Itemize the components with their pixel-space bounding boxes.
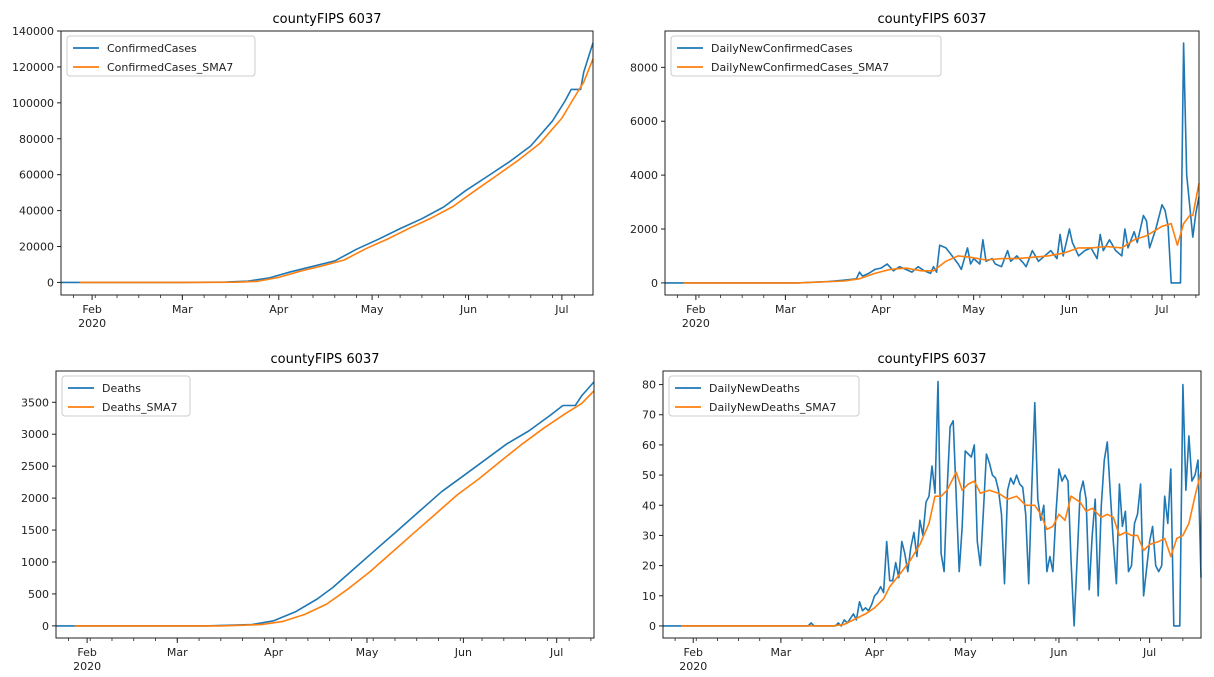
chart-title: countyFIPS 6037: [273, 12, 382, 27]
series-line-ConfirmedCases: [61, 42, 594, 284]
y-tick-label: 6000: [630, 115, 658, 128]
x-tick-label: Jul: [1154, 303, 1168, 316]
chart-panel-2: countyFIPS 6037 0 2000 4000 6000 8000 Feb Mar Ap…: [630, 12, 1200, 330]
legend-label: DailyNewConfirmedCases: [711, 42, 853, 55]
y-tick-label: 60: [642, 439, 656, 452]
x-tick-label: Apr: [264, 646, 284, 659]
y-tick-label: 0: [47, 276, 54, 289]
y-tick-label: 20: [642, 560, 656, 573]
x-tick-label: Jun: [1060, 303, 1078, 316]
series-line-Deaths_SMA7: [74, 390, 595, 627]
series-line-DailyNewConfirmedCases_SMA7: [683, 183, 1200, 284]
y-tick-label: 60000: [19, 169, 54, 182]
legend-label: DailyNewDeaths_SMA7: [709, 401, 836, 414]
y-tick-label: 30: [642, 529, 656, 542]
axes-frame: [55, 370, 595, 639]
y-tick-label: 2000: [630, 223, 658, 236]
x-tick-label: Apr: [872, 303, 892, 316]
x-tick-label: May: [356, 646, 379, 659]
y-tick-label: 0: [651, 277, 658, 290]
x-tick-label: Jul: [554, 303, 568, 316]
y-tick-label: 80: [642, 379, 656, 392]
legend-label: ConfirmedCases_SMA7: [107, 61, 233, 74]
y-tick-label: 50: [642, 469, 656, 482]
y-tick-label: 140000: [12, 25, 54, 38]
legend-box: [668, 375, 860, 417]
y-tick-label: 10: [642, 590, 656, 603]
axes-frame: [664, 30, 1200, 296]
y-tick-label: 0: [42, 620, 49, 633]
axes-frame: [60, 30, 594, 296]
y-tick-label: 4000: [630, 169, 658, 182]
series-line-DailyNewDeaths: [663, 380, 1202, 627]
chart-panel-1: countyFIPS 6037 0 20000 40000 60000 80000 1000…: [12, 12, 594, 330]
x-year-label: 2020: [73, 660, 101, 673]
chart-panel-3: countyFIPS 6037 0 500 1000 1500 2000 2500 3000 3…: [21, 352, 595, 673]
y-tick-label: 1500: [21, 524, 49, 537]
y-tick-label: 2000: [21, 492, 49, 505]
x-tick-label: Jun: [1049, 646, 1067, 659]
legend-label: Deaths: [102, 382, 141, 395]
x-tick-label: Mar: [770, 646, 791, 659]
y-tick-label: 40: [642, 499, 656, 512]
y-tick-label: 70: [642, 409, 656, 422]
legend-label: DailyNewConfirmedCases_SMA7: [711, 61, 889, 74]
chart-title: countyFIPS 6037: [271, 352, 380, 367]
series-line-ConfirmedCases_SMA7: [79, 58, 594, 284]
series-line-DailyNewDeaths_SMA7: [681, 471, 1202, 627]
y-tick-label: 100000: [12, 97, 54, 110]
y-tick-label: 1000: [21, 556, 49, 569]
y-tick-label: 8000: [630, 61, 658, 74]
y-tick-label: 120000: [12, 61, 54, 74]
x-tick-label: May: [954, 646, 977, 659]
y-tick-label: 80000: [19, 133, 54, 146]
x-tick-label: Mar: [775, 303, 796, 316]
legend-box: [66, 35, 256, 77]
x-year-label: 2020: [679, 660, 707, 673]
x-tick-label: Apr: [269, 303, 289, 316]
chart-title: countyFIPS 6037: [878, 352, 987, 367]
legend-box: [61, 375, 191, 417]
x-tick-label: Mar: [167, 646, 188, 659]
y-tick-label: 0: [649, 620, 656, 633]
x-tick-label: Feb: [77, 646, 96, 659]
y-tick-label: 500: [28, 588, 49, 601]
series-line-DailyNewConfirmedCases: [665, 42, 1200, 284]
legend-label: DailyNewDeaths: [709, 382, 800, 395]
x-tick-label: Jul: [549, 646, 563, 659]
series-line-Deaths: [56, 381, 595, 627]
y-tick-label: 3500: [21, 396, 49, 409]
legend-label: Deaths_SMA7: [102, 401, 178, 414]
x-tick-label: Apr: [865, 646, 885, 659]
x-tick-label: May: [361, 303, 384, 316]
x-tick-label: Jul: [1142, 646, 1156, 659]
x-tick-label: Feb: [683, 646, 702, 659]
x-year-label: 2020: [682, 317, 710, 330]
x-tick-label: Feb: [686, 303, 705, 316]
legend-label: ConfirmedCases: [107, 42, 197, 55]
x-tick-label: Jun: [459, 303, 477, 316]
x-tick-label: Mar: [172, 303, 193, 316]
x-tick-label: Jun: [454, 646, 472, 659]
y-tick-label: 3000: [21, 428, 49, 441]
chart-title: countyFIPS 6037: [878, 12, 987, 27]
x-year-label: 2020: [78, 317, 106, 330]
x-tick-label: Feb: [82, 303, 101, 316]
x-tick-label: May: [962, 303, 985, 316]
y-tick-label: 2500: [21, 460, 49, 473]
axes-frame: [662, 370, 1202, 639]
legend-box: [670, 35, 942, 77]
y-tick-label: 20000: [19, 241, 54, 254]
chart-panel-4: countyFIPS 6037 0 10 20 30 40 50 60 70 80 Feb Mar Ap…: [642, 352, 1202, 673]
y-tick-label: 40000: [19, 205, 54, 218]
